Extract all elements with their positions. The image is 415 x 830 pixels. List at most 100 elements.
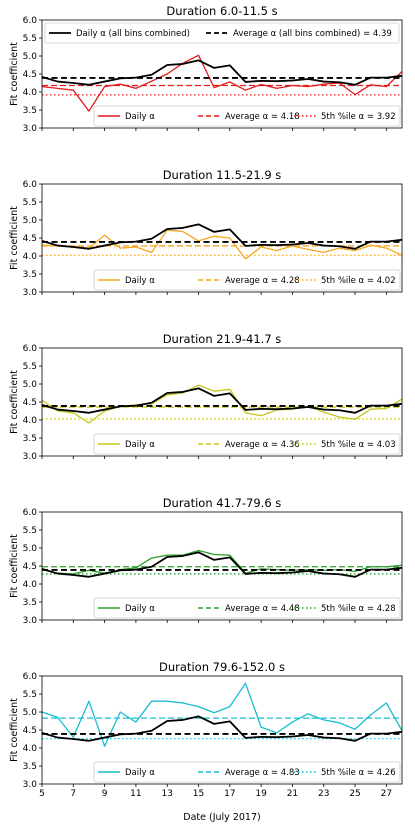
plot-area [42,384,402,424]
y-tick-label: 3.5 [23,598,37,608]
daily-alpha-line [42,229,402,260]
y-tick-label: 3.0 [23,288,38,298]
x-tick-label: 13 [161,789,172,799]
y-tick-label: 4.5 [23,398,37,408]
combined-legend-label-2: Average α (all bins combined) = 4.39 [233,29,392,39]
plot-area [42,682,402,747]
daily-alpha-line [42,682,402,747]
x-tick-label: 15 [193,789,204,799]
x-tick-label: 25 [349,789,360,799]
plot-area [42,223,402,260]
y-axis-label: Fit coefficient [9,42,20,106]
legend-label-3: 5th %ile α = 4.02 [321,276,396,286]
y-tick-label: 3.0 [23,616,38,626]
x-axis-label: Date (July 2017) [183,812,260,823]
x-tick-label: 27 [381,789,392,799]
panel-legend: Daily α Average α = 4.83 5th %ile α = 4.26 [93,761,401,783]
panel-title: Duration 6.0-11.5 s [166,4,277,18]
panel-1: Duration 6.0-11.5 s 3.0 3.5 4.0 4.5 5.0 5.5 6.0… [9,4,403,134]
combined-daily-alpha-line [42,551,402,578]
legend-label-1: Daily α [125,440,155,450]
legend-box [93,105,401,127]
y-tick-label: 6.0 [23,180,38,190]
y-axis-label: Fit coefficient [9,206,20,270]
legend-label-1: Daily α [125,276,155,286]
legend-box [93,433,401,455]
x-tick-label: 7 [70,789,76,799]
y-tick-label: 5.0 [23,708,38,718]
y-axis-label: Fit coefficient [9,698,20,762]
y-tick-label: 3.0 [23,124,38,134]
plot-area [42,54,402,112]
y-tick-label: 4.0 [23,252,38,262]
plot-frame [41,19,403,129]
panel-5: Duration 79.6-152.0 s 3.0 3.5 4.0 4.5 5.0 5.5 6… [9,660,403,799]
panel-4: Duration 41.7-79.6 s 3.0 3.5 4.0 4.5 5.0 5.5 6.… [9,496,403,626]
panel-title: Duration 41.7-79.6 s [163,496,282,510]
y-tick-label: 4.5 [23,70,37,80]
y-tick-label: 5.5 [23,198,37,208]
y-tick-label: 3.5 [23,106,37,116]
panel-2: Duration 11.5-21.9 s 3.0 3.5 4.0 4.5 5.0 5.5 6.… [9,168,403,298]
combined-legend-label-1: Daily α (all bins combined) [76,29,190,39]
legend-box [93,269,401,291]
panel-3: Duration 21.9-41.7 s 3.0 3.5 4.0 4.5 5.0 5.5 6.… [9,332,403,462]
legend-label-3: 5th %ile α = 4.28 [321,604,396,614]
legend-box [93,761,401,783]
panel-title: Duration 11.5-21.9 s [163,168,282,182]
y-tick-label: 4.5 [23,234,37,244]
y-axis-label: Fit coefficient [9,534,20,598]
legend-label-2: Average α = 4.18 [225,112,300,122]
legend-label-1: Daily α [125,112,155,122]
x-tick-label: 19 [255,789,267,799]
y-tick-label: 3.0 [23,780,38,790]
legend-box [93,597,401,619]
panel-legend: Daily α Average α = 4.18 5th %ile α = 3.92 [93,105,401,127]
legend-label-2: Average α = 4.83 [225,768,300,778]
combined-legend: Daily α (all bins combined) Average α (al… [44,22,400,44]
legend-label-3: 5th %ile α = 3.92 [321,112,396,122]
combined-daily-alpha-line [42,715,402,742]
y-tick-label: 3.0 [23,452,38,462]
y-tick-label: 5.0 [23,52,38,62]
x-tick-label: 21 [287,789,298,799]
y-tick-label: 4.0 [23,416,38,426]
y-tick-label: 6.0 [23,344,38,354]
y-tick-label: 3.5 [23,434,37,444]
plot-area [42,549,402,578]
panel-title: Duration 21.9-41.7 s [163,332,282,346]
panel-title: Duration 79.6-152.0 s [159,660,285,674]
legend-label-1: Daily α [125,768,155,778]
y-axis-label: Fit coefficient [9,370,20,434]
x-tick-label: 17 [224,789,235,799]
y-tick-label: 5.0 [23,544,38,554]
y-tick-label: 5.0 [23,216,38,226]
daily-alpha-line [42,54,402,112]
y-tick-label: 5.0 [23,380,38,390]
plot-frame [41,511,403,621]
legend-label-1: Daily α [125,604,155,614]
combined-daily-alpha-line [42,387,402,414]
combined-daily-alpha-line [42,223,402,250]
plot-frame [41,347,403,457]
legend-label-2: Average α = 4.48 [225,604,300,614]
legend-label-2: Average α = 4.28 [225,276,300,286]
x-tick-label: 9 [102,789,108,799]
legend-label-2: Average α = 4.36 [225,440,300,450]
panel-legend: Daily α Average α = 4.36 5th %ile α = 4.03 [93,433,401,455]
y-tick-label: 4.5 [23,726,37,736]
daily-alpha-line [42,384,402,424]
y-tick-label: 6.0 [23,16,38,26]
y-tick-label: 4.0 [23,88,38,98]
y-tick-label: 3.5 [23,762,37,772]
legend-label-3: 5th %ile α = 4.03 [321,440,396,450]
panel-legend: Daily α Average α = 4.48 5th %ile α = 4.28 [93,597,401,619]
y-tick-label: 6.0 [23,508,38,518]
plot-frame [41,675,403,785]
y-tick-label: 4.0 [23,744,38,754]
combined-daily-alpha-line [42,59,402,86]
y-tick-label: 6.0 [23,672,38,682]
panel-legend: Daily α Average α = 4.28 5th %ile α = 4.02 [93,269,401,291]
x-tick-label: 5 [39,789,45,799]
